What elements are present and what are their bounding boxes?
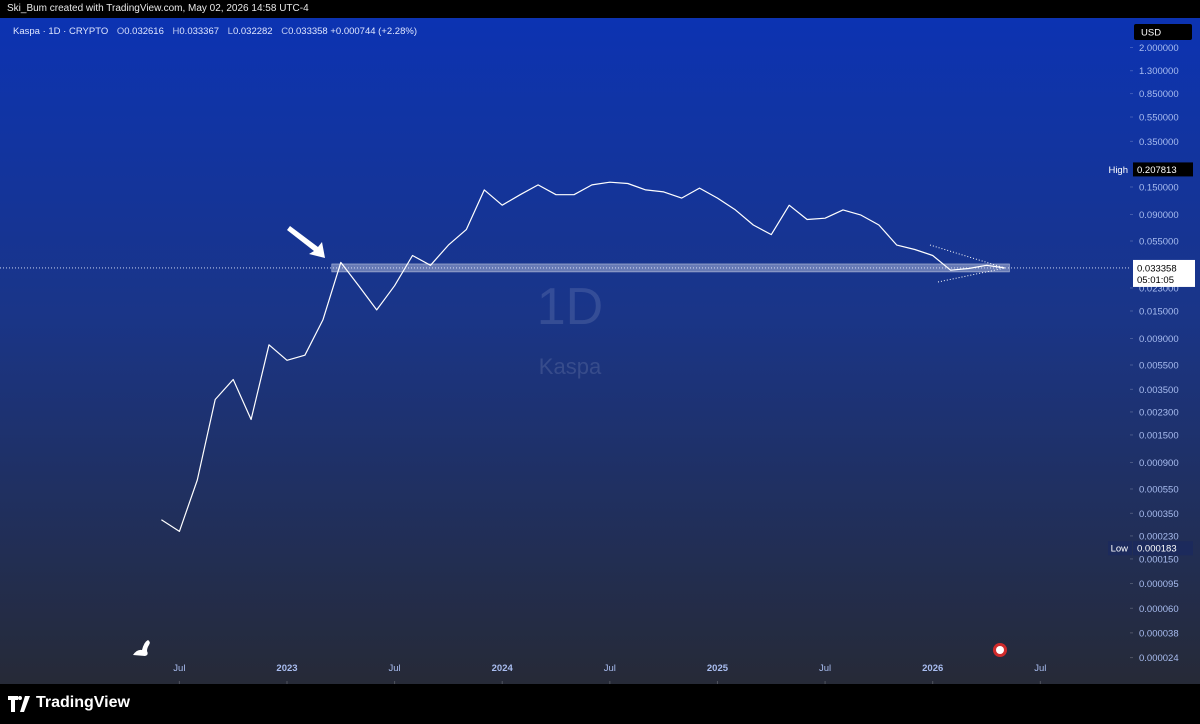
y-tick-label: 0.000550 <box>1139 484 1179 495</box>
tv-logo-dino <box>133 640 150 656</box>
symbol: Kaspa · 1D · CRYPTO <box>13 26 109 37</box>
currency[interactable]: USD <box>1141 28 1161 39</box>
change: +0.000744 (+2.28%) <box>330 26 417 37</box>
last-price-box <box>1133 259 1195 287</box>
y-tick-label: 0.550000 <box>1139 113 1179 124</box>
y-tick-label: 0.015000 <box>1139 306 1179 317</box>
x-tick-label: 2023 <box>276 663 297 674</box>
y-tick-label: 0.000038 <box>1139 628 1179 639</box>
triangle-upper <box>929 244 1006 269</box>
watermark-interval: 1D <box>537 278 603 336</box>
ohlc-label: O <box>116 26 125 37</box>
y-tick-label: 0.090000 <box>1139 210 1179 221</box>
low-tag <box>1108 541 1132 556</box>
high-box <box>1133 162 1193 177</box>
ohlc-value: 0.032616 <box>124 26 164 37</box>
y-tick-label: 0.002300 <box>1139 407 1179 418</box>
y-tick-label: 0.023000 <box>1139 283 1179 294</box>
ohlc-label: L <box>227 26 233 37</box>
y-tick-label: 0.150000 <box>1139 182 1179 193</box>
y-tick-label: 0.000095 <box>1139 579 1179 590</box>
countdown: 05:01:05 <box>1137 275 1174 286</box>
y-tick-label: 0.000350 <box>1139 509 1179 520</box>
y-tick-label: 0.850000 <box>1139 89 1179 100</box>
y-tick-label: 0.003500 <box>1139 385 1179 396</box>
ohlc-value: 0.033358 <box>288 26 328 37</box>
x-tick-label: Jul <box>173 663 185 674</box>
high-label: High <box>1108 165 1128 176</box>
low-box <box>1133 541 1193 556</box>
brand[interactable]: TradingView <box>36 694 130 711</box>
x-tick-label: Jul <box>1034 663 1046 674</box>
ohlc-value: 0.033367 <box>179 26 220 37</box>
y-tick-label: 0.055000 <box>1139 237 1179 248</box>
currency-box[interactable] <box>1134 24 1192 40</box>
x-tick-label: Jul <box>819 663 831 674</box>
x-tick-label: Jul <box>604 663 616 674</box>
y-tick-label: 0.000900 <box>1139 458 1179 469</box>
legend: Kaspa · 1D · CRYPTO O0.032616 H0.033367 … <box>13 26 417 37</box>
triangle-lower <box>937 267 1006 283</box>
credit: Ski_Bum created with TradingView.com, Ma… <box>7 3 309 14</box>
y-tick-label: 0.000024 <box>1139 653 1179 664</box>
y-tick-label: 0.000060 <box>1139 604 1179 615</box>
low-label: Low <box>1111 544 1129 555</box>
background <box>0 18 1200 684</box>
watermark-name: Kaspa <box>539 354 602 379</box>
y-tick-label: 0.350000 <box>1139 137 1179 148</box>
y-tick-label: 0.001500 <box>1139 430 1179 441</box>
support-zone <box>331 263 1010 273</box>
ohlc-label: C <box>281 26 289 37</box>
y-tick-label: 0.000230 <box>1139 531 1179 542</box>
x-tick-label: 2026 <box>922 663 943 674</box>
ohlc-label: H <box>172 26 180 37</box>
y-tick-label: 1.300000 <box>1139 66 1179 77</box>
ohlc-value: 0.032282 <box>232 26 273 37</box>
y-tick-label: 2.000000 <box>1139 43 1179 54</box>
top-bar: Ski_Bum created with TradingView.com, Ma… <box>0 0 1200 18</box>
price-line <box>161 181 1005 532</box>
y-tick-label: 0.005500 <box>1139 360 1179 371</box>
y-tick-label: 0.009000 <box>1139 334 1179 345</box>
footer: TradingView <box>0 684 1200 724</box>
high-value: 0.207813 <box>1137 165 1177 176</box>
low-value: 0.000183 <box>1137 544 1177 555</box>
x-tick-label: Jul <box>389 663 401 674</box>
y-tick-label: 0.000150 <box>1139 554 1179 565</box>
event-flag-inner[interactable] <box>996 646 1004 654</box>
x-tick-label: 2025 <box>707 663 729 674</box>
last-price: 0.033358 <box>1137 263 1177 274</box>
chart: 1D Kaspa USD 2.000000 1.300000 0.850000 0.5… <box>0 18 1200 684</box>
brand-logo <box>8 696 30 712</box>
arrow <box>287 226 325 258</box>
x-tick-label: 2024 <box>492 663 514 674</box>
